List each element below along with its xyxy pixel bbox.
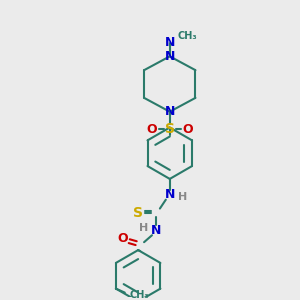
Text: N: N <box>165 50 175 63</box>
Text: N: N <box>151 224 161 237</box>
Text: H: H <box>139 223 148 233</box>
Text: CH₃: CH₃ <box>178 31 197 40</box>
Text: N: N <box>165 188 175 201</box>
Text: N: N <box>165 105 175 118</box>
Text: CH₃: CH₃ <box>130 290 149 300</box>
Text: O: O <box>147 123 157 136</box>
Text: S: S <box>133 206 143 220</box>
Text: H: H <box>178 192 187 202</box>
Text: O: O <box>117 232 128 245</box>
Text: O: O <box>182 123 193 136</box>
Text: N: N <box>165 36 175 49</box>
Text: S: S <box>165 122 175 136</box>
